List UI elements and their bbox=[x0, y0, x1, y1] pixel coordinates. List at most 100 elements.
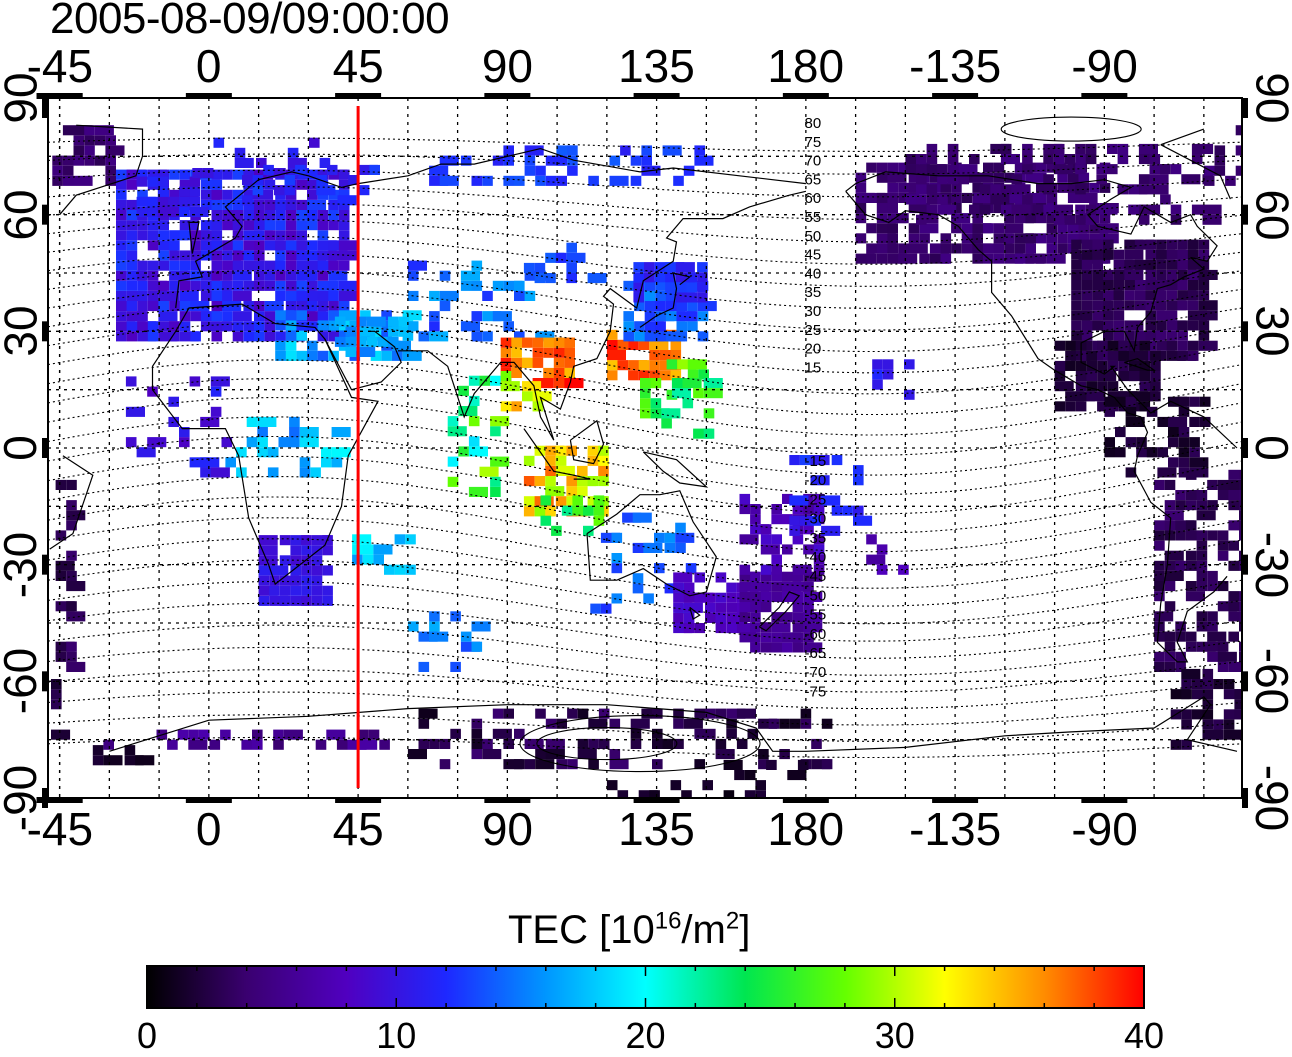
tec-cell bbox=[961, 192, 973, 203]
tec-cell bbox=[1177, 280, 1188, 291]
tec-cell bbox=[566, 262, 577, 273]
tec-cell bbox=[926, 164, 946, 175]
tec-cell bbox=[1223, 719, 1235, 730]
tec-cell bbox=[1177, 269, 1188, 280]
tec-cell bbox=[296, 290, 307, 301]
tec-cell bbox=[232, 250, 252, 261]
tec-cell bbox=[545, 273, 556, 284]
tec-cell bbox=[264, 179, 276, 190]
left-lat-label: -30 bbox=[0, 531, 47, 598]
tec-cell bbox=[779, 749, 790, 760]
tec-cell bbox=[241, 739, 252, 750]
tec-cell bbox=[588, 718, 608, 729]
tec-cell bbox=[577, 476, 597, 487]
tec-cell bbox=[232, 331, 244, 342]
tec-cell bbox=[137, 169, 148, 180]
contour-line bbox=[48, 269, 1242, 331]
tec-cell bbox=[328, 280, 339, 291]
tec-cell bbox=[958, 174, 969, 185]
tec-cell bbox=[482, 290, 493, 301]
contour-label: 80 bbox=[804, 115, 821, 132]
tec-cell bbox=[296, 250, 307, 261]
coastline bbox=[642, 451, 709, 488]
tec-cell bbox=[750, 602, 770, 613]
tec-cell bbox=[200, 270, 220, 281]
tec-cell bbox=[813, 554, 825, 565]
tec-cell bbox=[358, 729, 369, 740]
tec-cell bbox=[876, 172, 896, 183]
tec-cell bbox=[301, 585, 312, 596]
tec-cell bbox=[792, 622, 812, 633]
tec-cell bbox=[158, 280, 169, 291]
tec-cell bbox=[676, 311, 696, 322]
tec-cell bbox=[1177, 239, 1188, 250]
tec-cell bbox=[1071, 249, 1082, 260]
tec-cell bbox=[147, 331, 159, 342]
tec-cell bbox=[285, 240, 305, 251]
tec-cell bbox=[1154, 520, 1174, 531]
tec-cell bbox=[1239, 479, 1242, 490]
tec-cell bbox=[782, 514, 793, 525]
tec-cell bbox=[1164, 500, 1176, 511]
tec-cell bbox=[1071, 269, 1082, 280]
tec-cell bbox=[1178, 406, 1190, 417]
tec-cell bbox=[782, 493, 793, 504]
tec-cell bbox=[1071, 320, 1082, 331]
tec-cell bbox=[62, 125, 74, 136]
tec-cell bbox=[1198, 259, 1210, 270]
tec-cell bbox=[1228, 520, 1242, 531]
tec-cell bbox=[789, 455, 800, 466]
tec-cell bbox=[866, 243, 886, 254]
contour-label: 20 bbox=[804, 341, 821, 358]
tec-cell bbox=[55, 651, 67, 662]
coastline bbox=[49, 171, 1238, 663]
tec-cell bbox=[1164, 651, 1176, 662]
tec-cell bbox=[169, 250, 180, 261]
tec-cell bbox=[1138, 143, 1158, 154]
top-lon-label: 45 bbox=[332, 40, 384, 92]
tec-cell bbox=[598, 455, 609, 466]
tec-cell bbox=[1164, 560, 1184, 571]
tec-cell bbox=[540, 515, 552, 526]
tec-cell bbox=[264, 220, 276, 231]
tec-cell bbox=[1053, 204, 1073, 215]
tec-cell bbox=[1036, 233, 1047, 244]
tec-cell bbox=[1164, 661, 1176, 672]
tec-cell bbox=[246, 437, 258, 448]
tec-cell bbox=[257, 437, 268, 448]
tec-cell bbox=[299, 437, 319, 448]
tec-cell bbox=[490, 416, 510, 427]
contour-label: 50 bbox=[804, 228, 821, 245]
tec-cell bbox=[947, 164, 959, 175]
tec-cell bbox=[1164, 601, 1176, 612]
tec-cell bbox=[926, 143, 938, 154]
tec-cell bbox=[52, 165, 63, 176]
tec-cell bbox=[683, 612, 695, 623]
tec-cell bbox=[124, 755, 144, 766]
tec-cell bbox=[1043, 204, 1054, 215]
tec-cell bbox=[1207, 621, 1218, 632]
tec-cell bbox=[782, 544, 793, 555]
tec-cell bbox=[1067, 172, 1079, 183]
tec-cell bbox=[296, 350, 307, 361]
tec-cell bbox=[439, 155, 459, 166]
tec-cell bbox=[1118, 350, 1138, 361]
top-tick-bar bbox=[932, 93, 979, 99]
tec-cell bbox=[222, 311, 233, 322]
bottom-tick-bar bbox=[1081, 797, 1128, 803]
tec-cell bbox=[750, 612, 761, 623]
coastline bbox=[586, 490, 717, 597]
tec-cell bbox=[588, 175, 599, 186]
tec-cell bbox=[855, 253, 875, 264]
tec-cell bbox=[908, 203, 928, 214]
tec-cell bbox=[1223, 679, 1235, 690]
tec-cell bbox=[116, 199, 127, 210]
tec-cell bbox=[179, 169, 191, 180]
tec-cell bbox=[1187, 280, 1199, 291]
tec-cell bbox=[1103, 310, 1114, 321]
tec-cell bbox=[683, 165, 695, 176]
tec-cell bbox=[254, 220, 274, 231]
tec-cell bbox=[682, 378, 702, 389]
tec-cell bbox=[328, 169, 348, 180]
tec-cell bbox=[349, 320, 361, 331]
